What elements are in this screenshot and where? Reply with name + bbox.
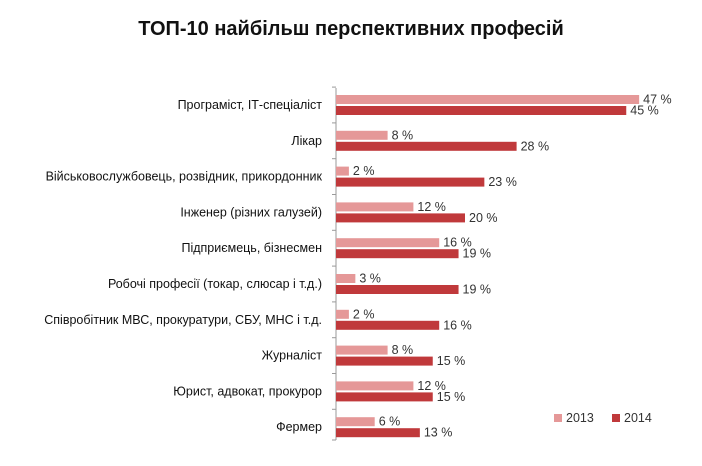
data-label: 2 % [353, 307, 375, 321]
bar-2014 [336, 320, 440, 330]
bar-2013 [336, 238, 440, 248]
legend-label: 2014 [624, 411, 652, 425]
data-label: 2 % [353, 164, 375, 178]
data-label: 15 % [437, 354, 466, 368]
data-label: 8 % [392, 343, 414, 357]
data-label: 20 % [469, 211, 498, 225]
bar-2013 [336, 309, 349, 319]
bar-2014 [336, 392, 433, 402]
data-label: 19 % [463, 283, 492, 297]
bar-2014 [336, 356, 433, 366]
bar-2013 [336, 345, 388, 355]
bar-2014 [336, 106, 627, 115]
bar-2013 [336, 202, 414, 212]
legend-swatch [554, 414, 562, 422]
data-label: 23 % [488, 175, 516, 189]
bar-2014 [336, 285, 459, 294]
data-label: 28 % [521, 139, 550, 153]
data-label: 15 % [437, 390, 466, 404]
bar-2013 [336, 381, 414, 391]
bar-2013 [336, 95, 640, 104]
bar-2013 [336, 274, 356, 283]
bar-2014 [336, 177, 485, 187]
data-label: 3 % [359, 272, 381, 286]
chart-title: ТОП-10 найбільш перспективних професій [138, 18, 564, 40]
category-label: Співробітник МВС, прокуратури, СБУ, МНС … [44, 313, 322, 327]
data-label: 8 % [392, 128, 414, 142]
category-label: Інженер (різних галузей) [180, 205, 322, 219]
category-label: Робочі професії (токар, слюсар і т.д.) [108, 277, 322, 291]
bar-2014 [336, 249, 459, 259]
category-label: Журналіст [262, 349, 323, 363]
data-label: 45 % [630, 104, 659, 118]
data-label: 12 % [417, 379, 446, 393]
category-label: Військовослужбовець, розвідник, прикордо… [46, 170, 323, 184]
data-label: 19 % [463, 247, 492, 261]
data-label: 6 % [379, 415, 401, 429]
category-label: Програміст, ІТ-спеціаліст [178, 98, 323, 112]
data-label: 13 % [424, 426, 453, 440]
category-label: Юрист, адвокат, прокурор [173, 384, 322, 398]
bar-2014 [336, 428, 420, 438]
category-label: Лікар [291, 134, 322, 148]
bar-2013 [336, 417, 375, 427]
bar-2014 [336, 213, 465, 223]
bar-2013 [336, 166, 349, 176]
category-label: Фермер [276, 420, 322, 434]
legend-label: 2013 [566, 411, 594, 425]
data-label: 12 % [417, 200, 446, 214]
bar-2014 [336, 141, 517, 151]
bar-2013 [336, 130, 388, 140]
data-label: 47 % [643, 93, 672, 107]
category-label: Підприємець, бізнесмен [181, 241, 322, 255]
data-label: 16 % [443, 318, 472, 332]
legend-swatch [612, 414, 620, 422]
data-label: 16 % [443, 236, 472, 250]
